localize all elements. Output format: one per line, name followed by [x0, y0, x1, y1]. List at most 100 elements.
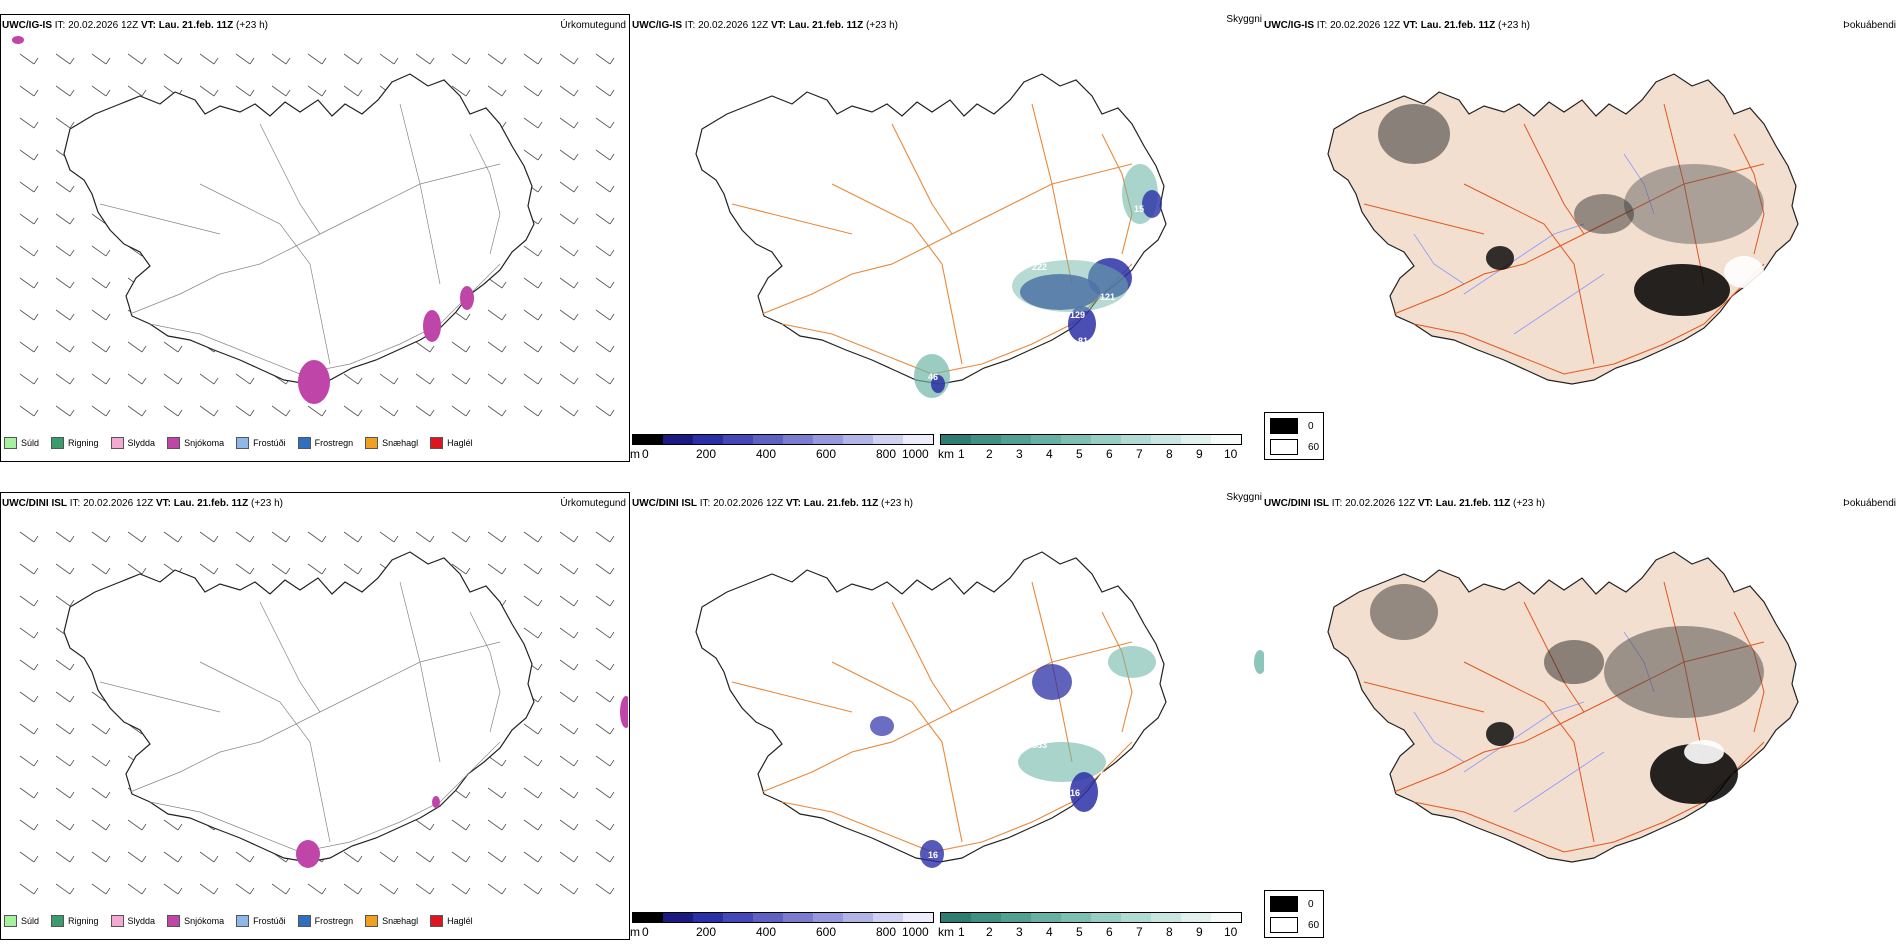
visibility-colorbar: km 1 2 3 4 5 6 7 8 9 10 — [938, 912, 1242, 942]
map-line — [609, 791, 615, 799]
map-line — [33, 663, 39, 671]
map-line — [429, 535, 435, 543]
map-line — [609, 855, 615, 863]
low-cloud-area — [1068, 306, 1096, 342]
low-cloud-area — [931, 375, 945, 393]
map-line — [69, 377, 75, 385]
cloud-height-colorbar: m 0 200 400 600 800 1000 — [630, 912, 934, 942]
map-line — [501, 535, 507, 543]
road-line — [199, 661, 331, 843]
map-line — [33, 695, 39, 703]
map-line — [213, 567, 219, 575]
model-name: UWC/DINI ISL — [2, 498, 67, 509]
model-name: UWC/IG-IS — [1264, 20, 1314, 31]
colorbar-tick: 8 — [1166, 447, 1173, 461]
map-line — [595, 277, 611, 289]
colorbar-tick: 5 — [1076, 447, 1083, 461]
road-line — [149, 741, 501, 853]
map-line — [595, 531, 611, 543]
map-line — [451, 851, 467, 863]
map-line — [537, 631, 543, 639]
snow-area — [460, 286, 474, 310]
map-line — [429, 57, 435, 65]
map-line — [595, 883, 611, 895]
map-line — [429, 409, 435, 417]
map-line — [501, 409, 507, 417]
map-line — [501, 313, 507, 321]
map-line — [249, 567, 255, 575]
colorbar-tick: 800 — [876, 925, 897, 939]
fog-index-panel: UWC/IG-IS IT: 20.02.2026 12Z VT: Lau. 21… — [1264, 0, 1900, 470]
map-line — [537, 281, 543, 289]
map-line — [559, 691, 575, 703]
fog-area — [1604, 626, 1764, 718]
map-line — [609, 345, 615, 353]
fog-area — [1544, 640, 1604, 684]
map-line — [465, 409, 471, 417]
it-label: IT: — [1316, 20, 1328, 31]
map-line — [559, 85, 575, 97]
map-line — [487, 819, 503, 831]
map-line — [141, 567, 147, 575]
model-name: UWC/DINI ISL — [632, 498, 697, 509]
cloud-height-label: 333 — [1032, 740, 1047, 750]
map-line — [501, 567, 507, 575]
map-line — [465, 313, 471, 321]
map-line — [33, 121, 39, 129]
product-name: Þokuábendi — [1843, 498, 1896, 509]
map-line — [69, 57, 75, 65]
map-line — [595, 85, 611, 97]
map-line — [199, 53, 215, 65]
road-line — [1463, 183, 1595, 365]
river-line — [1413, 711, 1465, 763]
map-line — [177, 345, 183, 353]
map-line — [357, 535, 363, 543]
map-line — [69, 855, 75, 863]
map-line — [523, 723, 539, 735]
map-line — [465, 535, 471, 543]
map-line — [249, 377, 255, 385]
map-line — [595, 691, 611, 703]
colorbar-unit: km — [938, 447, 954, 461]
map-line — [55, 563, 71, 575]
colorbar-tick: 200 — [696, 925, 717, 939]
map-line — [55, 851, 71, 863]
map-line — [33, 759, 39, 767]
initial-time: 20.02.2026 12Z — [83, 498, 154, 509]
map-line — [271, 531, 287, 543]
road-line — [1363, 681, 1485, 713]
model-name: UWC/DINI ISL — [1264, 498, 1329, 509]
map-line — [235, 405, 251, 417]
map-line — [537, 727, 543, 735]
map-line — [141, 823, 147, 831]
fog-index-panel: UWC/DINI ISL IT: 20.02.2026 12Z VT: Lau.… — [1264, 478, 1900, 948]
map-line — [429, 855, 435, 863]
map-line — [379, 883, 395, 895]
map-line — [19, 531, 35, 543]
map-line — [105, 759, 111, 767]
map-line — [307, 53, 323, 65]
map-line — [105, 567, 111, 575]
map-line — [559, 595, 575, 607]
map-line — [609, 631, 615, 639]
river-line — [1413, 233, 1465, 285]
forecast-row-dini-isl: UWC/DINI ISL IT: 20.02.2026 12Z VT: Lau.… — [0, 478, 1900, 948]
valid-time: Lau. 21.feb. 11Z — [788, 20, 864, 31]
map-line — [91, 531, 107, 543]
map-line — [609, 217, 615, 225]
map-line — [609, 281, 615, 289]
map-line — [55, 117, 71, 129]
colorbar-tick: 0 — [642, 925, 649, 939]
visibility-map: 333 87 16 19 16 14 18 — [695, 551, 1264, 868]
map-line — [501, 887, 507, 895]
map-line — [559, 755, 575, 767]
map-line — [393, 535, 399, 543]
map-line — [609, 695, 615, 703]
cloud-height-label: 129 — [1070, 310, 1085, 320]
map-line — [91, 723, 107, 735]
map-line — [19, 659, 35, 671]
map-line — [573, 185, 579, 193]
map-line — [19, 277, 35, 289]
map-line — [199, 563, 215, 575]
map-line — [105, 791, 111, 799]
